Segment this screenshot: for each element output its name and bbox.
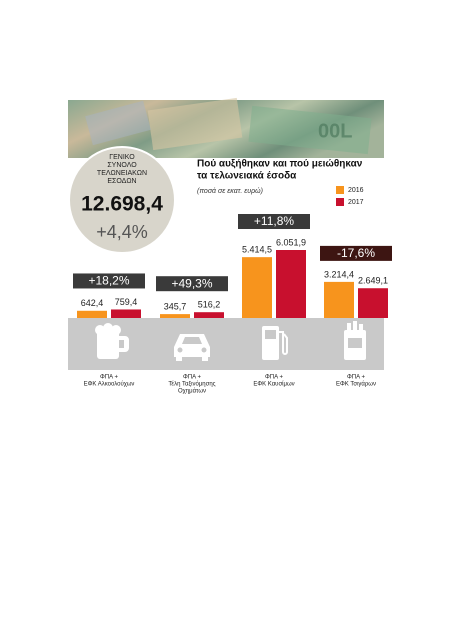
value-label: 642,4 [81, 298, 104, 308]
value-label: 2.649,1 [358, 276, 388, 286]
title: τα τελωνειακά έσοδα [197, 171, 297, 182]
total-value: 12.698,4 [81, 193, 163, 216]
value-label: 759,4 [115, 297, 138, 307]
value-label: 5.414,5 [242, 245, 272, 255]
legend-label: 2016 [348, 187, 364, 194]
change-box [156, 276, 228, 292]
change-label: -17,6% [337, 246, 375, 260]
bar [160, 314, 190, 318]
category-label: ΦΠΑ + [183, 375, 201, 381]
total-title: ΓΕΝΙΚΟ [109, 154, 135, 161]
bar [111, 309, 141, 318]
beer-icon [95, 323, 129, 359]
category-label: ΕΦΚ Καυσίμων [253, 382, 294, 388]
legend-swatch [336, 198, 344, 206]
category-label: Οχημάτων [178, 388, 206, 395]
category-label: ΕΦΚ Τσιγάρων [336, 381, 376, 388]
change-label: +18,2% [88, 274, 129, 288]
bar [77, 310, 107, 318]
title: Πού αυξήθηκαν και πού μειώθηκαν [197, 159, 363, 170]
category-label: Τέλη Ταξινόμησης [168, 381, 215, 388]
bar [324, 281, 354, 318]
icons [95, 321, 366, 361]
category-label: ΕΦΚ Αλκοολούχων [84, 382, 135, 388]
bar [358, 288, 388, 318]
svg-text:00L: 00L [318, 120, 352, 142]
cigarettes-icon [344, 321, 366, 360]
change-box [238, 214, 310, 229]
change-label: +11,8% [254, 214, 294, 228]
value-label: 345,7 [164, 301, 187, 311]
legend-swatch [336, 186, 344, 194]
total-title: ΤΕΛΩΝΕΙΑΚΩΝ [97, 170, 147, 177]
subtitle: (ποσά σε εκατ. ευρώ) [197, 187, 263, 195]
category-label: ΦΠΑ + [347, 375, 365, 381]
total-title: ΕΣΟΔΩΝ [107, 178, 136, 185]
change-box [320, 245, 392, 261]
total-change: +4,4% [96, 222, 148, 242]
change-box [73, 273, 145, 289]
category-label: ΦΠΑ + [100, 375, 118, 381]
total-title: ΣΥΝΟΛΟ [107, 162, 137, 169]
change-label: +49,3% [171, 276, 212, 290]
value-label: 6.051,9 [276, 237, 306, 247]
category-label: ΦΠΑ + [265, 375, 283, 381]
value-label: 3.214,4 [324, 269, 354, 279]
value-label: 516,2 [198, 300, 221, 310]
icon-band [68, 318, 384, 370]
bar [242, 257, 272, 318]
car-icon [174, 334, 210, 361]
bar [194, 312, 224, 318]
bar [276, 250, 306, 318]
legend-label: 2017 [348, 199, 364, 206]
total-circle [68, 146, 176, 254]
fuel-icon [262, 326, 288, 360]
